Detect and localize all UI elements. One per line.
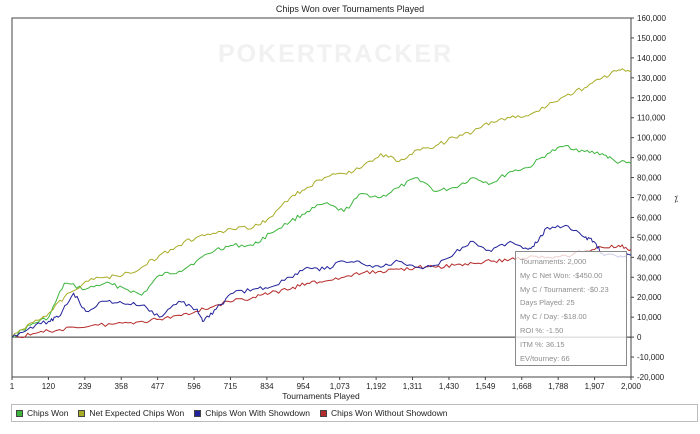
y-tick-label: 10,000	[637, 313, 662, 322]
x-axis: 1 120 239 358 477 596 715 834 954 1,073 1,192 1,311…	[10, 377, 642, 391]
legend-item-chips-won-without-showdown[interactable]: Chips Won Without Showdown	[319, 408, 448, 418]
y-tick-label: 120,000	[637, 94, 666, 103]
tooltip-line: My C Net Won: -$450.00	[520, 270, 603, 280]
legend-label: Chips Won With Showdown	[205, 408, 310, 418]
y-tick-label: -10,000	[637, 353, 665, 362]
legend-item-chips-won[interactable]: Chips Won	[16, 408, 68, 418]
y-unit-label: ⁒	[674, 194, 678, 204]
x-tick-label: 1,668	[512, 382, 533, 391]
x-tick-label: 2,000	[621, 382, 642, 391]
x-tick-label: 954	[297, 382, 311, 391]
legend-swatch	[194, 409, 202, 417]
x-tick-label: 1	[10, 382, 15, 391]
y-tick-label: 80,000	[637, 174, 662, 183]
y-tick-label: 50,000	[637, 233, 662, 242]
y-tick-label: 160,000	[637, 14, 666, 23]
x-tick-label: 596	[187, 382, 201, 391]
y-tick-label: 110,000	[637, 114, 666, 123]
legend-swatch	[16, 409, 23, 417]
x-tick-label: 120	[42, 382, 56, 391]
legend-label: Chips Won	[27, 408, 69, 418]
y-tick-label: 60,000	[637, 213, 662, 222]
chart-title: Chips Won over Tournaments Played	[275, 4, 425, 14]
legend-label: Chips Won Without Showdown	[330, 408, 448, 418]
x-tick-label: 1,192	[366, 382, 387, 391]
tooltip-line: My C / Tournament: -$0.23	[520, 284, 609, 294]
tooltip-line: My C / Day: -$18.00	[520, 312, 587, 322]
tooltip-line: ROI %: -1.50	[520, 325, 564, 335]
y-tick-label: 40,000	[637, 253, 662, 262]
legend-label: Net Expected Chips Won	[89, 408, 185, 418]
x-tick-label: 1,788	[548, 382, 569, 391]
x-tick-label: 1,549	[475, 382, 496, 391]
series-line-net-expected-chips-won	[11, 68, 632, 338]
x-tick-label: 477	[151, 382, 165, 391]
series-line-chips-won-with-showdown	[11, 224, 632, 338]
y-axis: 160,000 150,000 140,000 130,000 120,000 110,0…	[631, 14, 666, 382]
y-tick-label: 20,000	[637, 293, 662, 302]
tooltip-line: ITM %: 36.15	[520, 339, 565, 349]
legend-item-net-expected-chips-won[interactable]: Net Expected Chips Won	[78, 408, 184, 418]
x-tick-label: 1,073	[330, 382, 351, 391]
legend-item-chips-won-with-showdown[interactable]: Chips Won With Showdown	[194, 408, 310, 418]
tooltip-line: Tournaments: 2,000	[520, 257, 587, 266]
y-tick-label: 130,000	[637, 74, 666, 83]
x-tick-label: 834	[260, 382, 274, 391]
x-tick-label: 239	[78, 382, 92, 391]
y-tick-label: 140,000	[637, 54, 666, 63]
x-tick-label: 1,430	[439, 382, 460, 391]
x-tick-label: 715	[224, 382, 238, 391]
x-tick-label: 1,311	[403, 382, 423, 391]
x-tick-label: 358	[115, 382, 129, 391]
x-axis-label: Tournaments Played	[282, 391, 360, 401]
legend-swatch	[78, 409, 86, 417]
y-tick-label: 90,000	[637, 154, 662, 163]
pokertracker-watermark: POKERTRACKER	[218, 40, 454, 68]
y-tick-label: 70,000	[637, 194, 662, 203]
tooltip-line: EV/tourney: 66	[520, 353, 570, 363]
y-tick-label: 0	[637, 333, 642, 342]
stats-tooltip: Tournaments: 2,000 My C Net Won: -$450.0…	[515, 251, 627, 366]
y-tick-label: -20,000	[637, 373, 665, 382]
x-tick-label: 1,907	[585, 382, 606, 391]
y-tick-label: 30,000	[637, 273, 662, 282]
series-line-chips-won	[11, 145, 632, 338]
legend: Chips Won Net Expected Chips Won Chips W…	[11, 404, 698, 422]
legend-swatch	[319, 409, 327, 417]
y-tick-label: 150,000	[637, 34, 666, 43]
y-tick-label: 100,000	[637, 134, 666, 143]
tooltip-line: Days Played: 25	[520, 298, 575, 308]
